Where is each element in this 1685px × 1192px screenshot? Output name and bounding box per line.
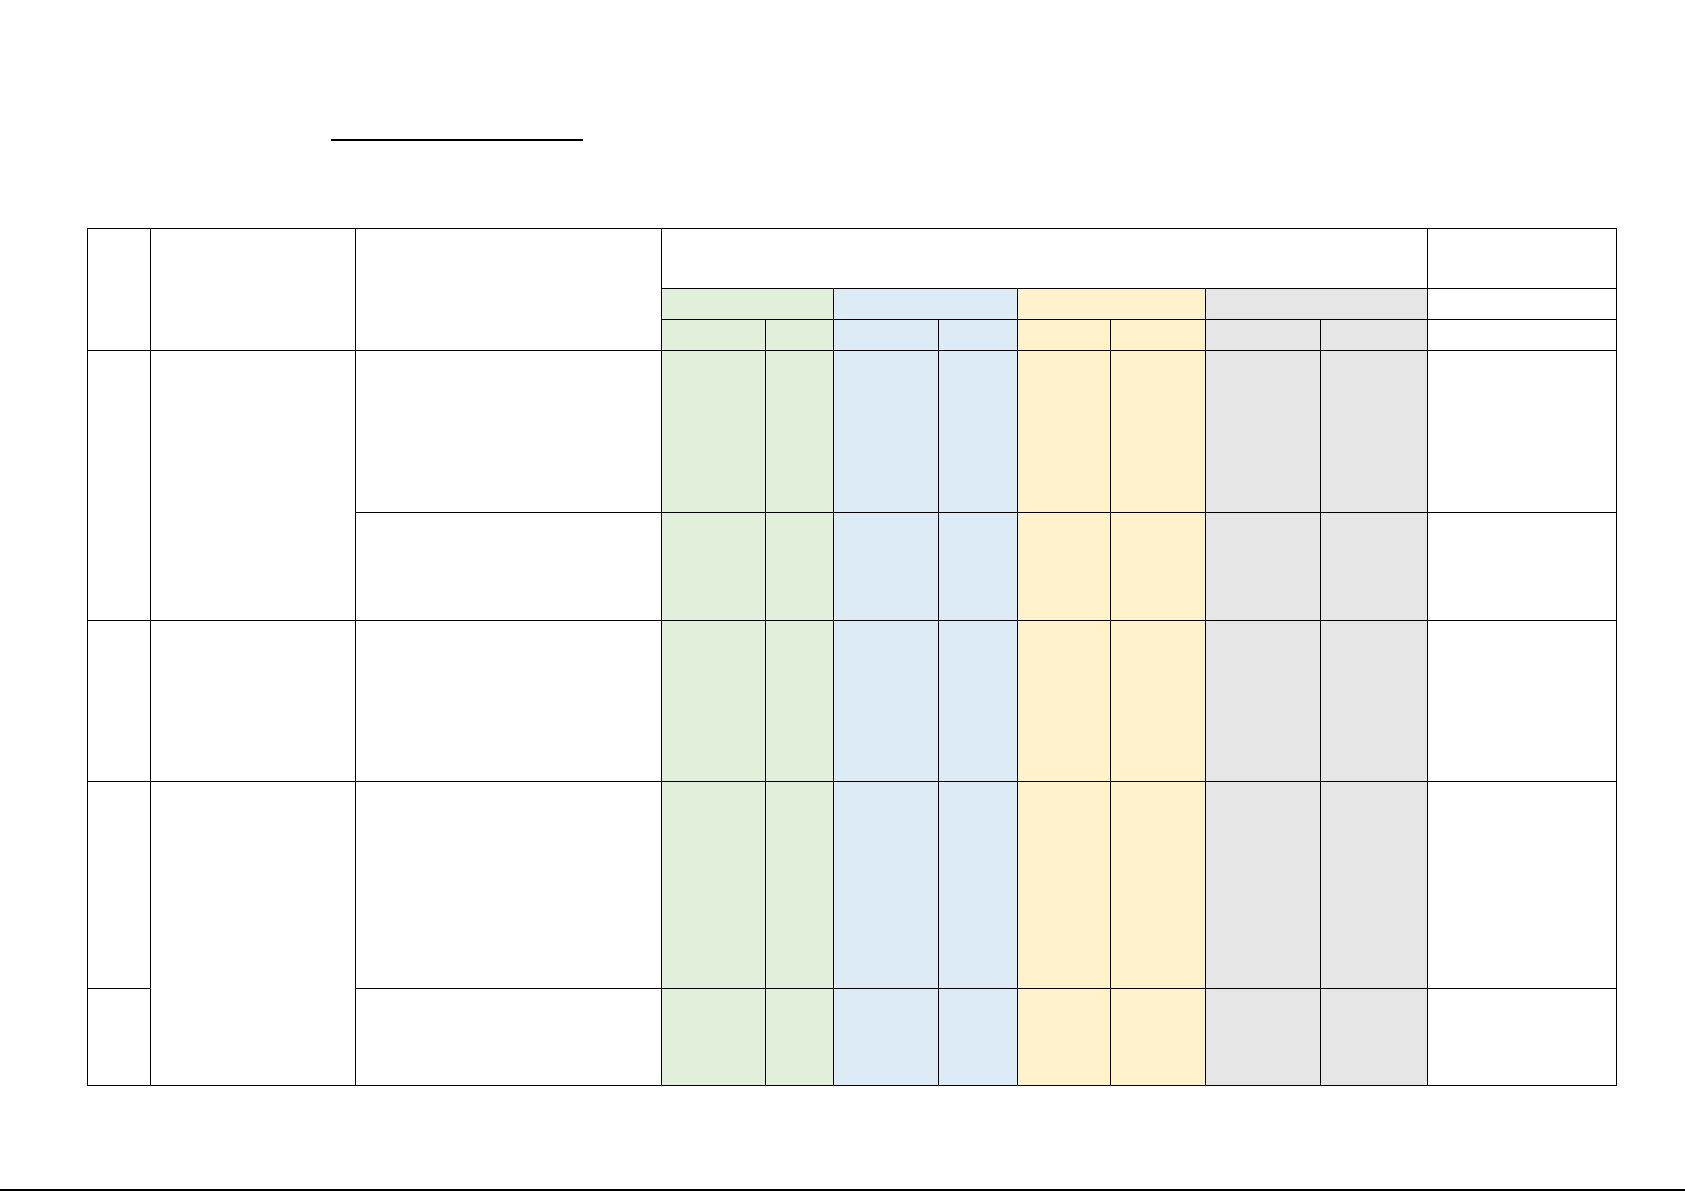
cell-description	[355, 988, 662, 1086]
cell-number	[87, 350, 151, 621]
cell	[1320, 781, 1428, 989]
cell-description	[355, 512, 662, 621]
subheader-cell	[938, 319, 1018, 351]
cell	[833, 988, 939, 1086]
header-group-1	[661, 288, 834, 320]
page-bottom-rule	[0, 1189, 1685, 1191]
table-row	[87, 350, 1617, 621]
cell-number	[87, 781, 151, 989]
cell	[661, 781, 766, 989]
cell-category	[150, 350, 356, 621]
cell	[938, 781, 1018, 989]
cell	[1427, 350, 1617, 513]
cell	[1205, 781, 1321, 989]
cell	[765, 512, 834, 621]
cell	[833, 512, 939, 621]
subheader-cell	[661, 319, 766, 351]
cell	[661, 988, 766, 1086]
table-row	[87, 620, 1617, 782]
header-group-3	[1017, 288, 1206, 320]
subheader-cell	[1017, 319, 1111, 351]
cell	[1427, 988, 1617, 1086]
subheader-cell	[765, 319, 834, 351]
header-cell-groups	[661, 228, 1428, 289]
cell	[1110, 512, 1206, 621]
header-cell-description	[355, 228, 662, 351]
cell-description	[355, 620, 662, 782]
subheader-cell	[833, 319, 939, 351]
cell	[1427, 620, 1617, 782]
cell	[765, 620, 834, 782]
header-cell-last-2	[1427, 288, 1617, 320]
subheader-cell	[1110, 319, 1206, 351]
cell-description	[355, 781, 662, 989]
table-row	[87, 988, 1617, 1086]
data-table	[87, 228, 1617, 1086]
cell	[1320, 512, 1428, 621]
cell	[833, 350, 939, 513]
cell	[765, 781, 834, 989]
cell	[938, 988, 1018, 1086]
cell-category	[150, 620, 356, 782]
cell	[1017, 620, 1111, 782]
cell	[1110, 620, 1206, 782]
cell	[1110, 350, 1206, 513]
cell	[833, 620, 939, 782]
subheader-cell	[1320, 319, 1428, 351]
cell	[1205, 620, 1321, 782]
cell	[1205, 512, 1321, 621]
cell	[1017, 988, 1111, 1086]
cell	[833, 781, 939, 989]
cell	[1427, 512, 1617, 621]
cell	[661, 512, 766, 621]
title-underline	[331, 139, 583, 141]
cell	[1320, 350, 1428, 513]
cell	[661, 350, 766, 513]
header-cell-last	[1427, 228, 1617, 289]
cell	[1205, 350, 1321, 513]
cell	[1017, 512, 1111, 621]
cell	[1320, 988, 1428, 1086]
header-group-2	[833, 288, 1018, 320]
header-group-4	[1205, 288, 1428, 320]
cell	[661, 620, 766, 782]
subheader-cell	[1205, 319, 1321, 351]
cell	[1205, 988, 1321, 1086]
cell	[938, 350, 1018, 513]
subheader-cell	[1427, 319, 1617, 351]
header-row-3	[88, 319, 1617, 351]
cell	[1017, 350, 1111, 513]
cell	[938, 620, 1018, 782]
cell	[765, 350, 834, 513]
cell-category	[150, 781, 356, 1086]
cell-description	[355, 350, 662, 513]
header-row-1	[87, 228, 1617, 351]
cell	[938, 512, 1018, 621]
cell	[1110, 781, 1206, 989]
cell	[1110, 988, 1206, 1086]
cell-number	[87, 620, 151, 782]
cell	[1320, 620, 1428, 782]
table-row	[88, 512, 1617, 621]
cell-number	[87, 988, 151, 1086]
cell	[765, 988, 834, 1086]
cell	[1017, 781, 1111, 989]
header-cell-category	[150, 228, 356, 351]
table-row	[87, 781, 1617, 1086]
header-cell-number	[87, 228, 151, 351]
cell	[1427, 781, 1617, 989]
